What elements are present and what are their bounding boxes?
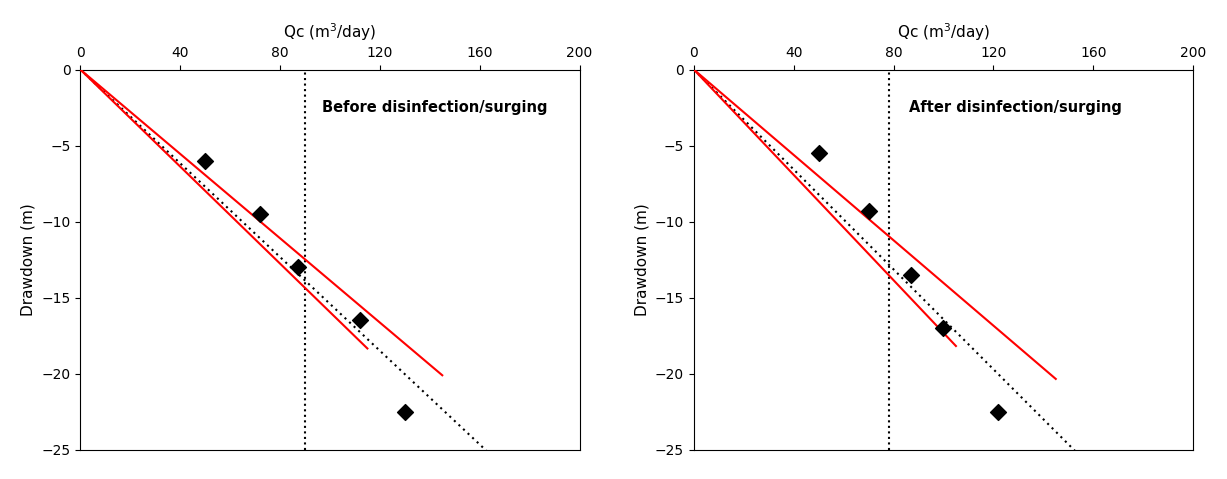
Point [250,210,270,218]
Text: Before disinfection/surging: Before disinfection/surging [323,100,548,115]
Y-axis label: Drawdown (m): Drawdown (m) [634,203,649,316]
X-axis label: Qc (m$^3$/day): Qc (m$^3$/day) [283,21,377,43]
Point [809,149,828,157]
Point [901,271,920,279]
Point [287,263,307,271]
Text: After disinfection/surging: After disinfection/surging [908,100,1121,115]
Y-axis label: Drawdown (m): Drawdown (m) [21,203,36,316]
Point [859,207,879,215]
Point [395,408,415,415]
Point [989,408,1009,415]
X-axis label: Qc (m$^3$/day): Qc (m$^3$/day) [897,21,990,43]
Point [195,157,215,165]
Point [934,324,953,332]
Point [350,317,369,324]
